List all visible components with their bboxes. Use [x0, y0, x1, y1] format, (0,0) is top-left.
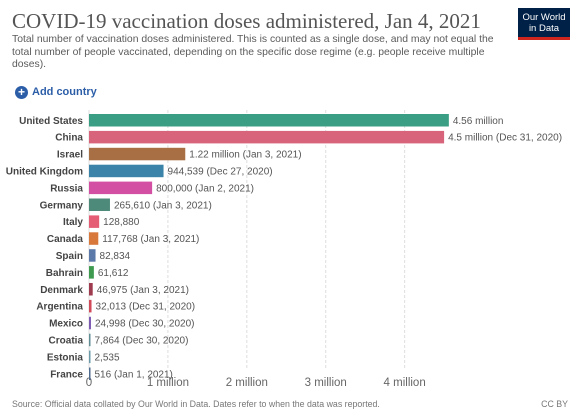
value-label: 2,535: [95, 352, 120, 363]
category-label: Canada: [47, 234, 84, 245]
bar-chart: 0 1 million 2 million 3 million 4 million Uni…: [6, 110, 562, 389]
bar[interactable]: [89, 164, 164, 178]
value-label: 117,768 (Jan 3, 2021): [102, 234, 199, 245]
bar[interactable]: [89, 350, 91, 364]
bar[interactable]: [89, 147, 186, 161]
bar[interactable]: [89, 283, 93, 296]
value-label: 800,000 (Jan 2, 2021): [156, 183, 254, 194]
category-label: Germany: [40, 200, 84, 211]
chart-title: COVID-19 vaccination doses administered,…: [12, 9, 481, 33]
x-tick-label: 0: [86, 377, 92, 389]
value-label: 24,998 (Dec 30, 2020): [95, 319, 195, 330]
category-label: United Kingdom: [6, 166, 83, 177]
value-label: 32,013 (Dec 31, 2020): [96, 302, 196, 313]
category-label: China: [55, 133, 83, 144]
bar[interactable]: [89, 333, 91, 347]
x-tick-label: 3 million: [305, 377, 347, 389]
bar[interactable]: [89, 367, 91, 381]
x-tick-label: 2 million: [226, 377, 268, 389]
category-label: Estonia: [47, 352, 84, 363]
category-label: Spain: [56, 251, 83, 262]
bar[interactable]: [89, 181, 153, 195]
logo-line-1: Our World: [522, 12, 566, 23]
bar[interactable]: [89, 198, 110, 212]
logo-line-2: in Data: [528, 23, 560, 34]
owid-logo[interactable]: Our World in Data: [518, 8, 570, 40]
category-label: Bahrain: [46, 268, 83, 279]
value-label: 128,880: [103, 217, 140, 228]
category-label: Italy: [63, 217, 83, 228]
value-label: 516 (Jan 1, 2021): [95, 369, 173, 380]
value-label: 4.56 million: [453, 116, 504, 127]
bar[interactable]: [89, 232, 99, 245]
plus-icon: +: [15, 85, 28, 99]
bar[interactable]: [89, 316, 91, 330]
category-label: Croatia: [49, 335, 84, 346]
value-label: 61,612: [98, 268, 129, 279]
add-country-label: Add country: [32, 86, 97, 98]
chart-subtitle: Total number of vaccination doses admini…: [12, 34, 494, 70]
value-label: 82,834: [100, 251, 131, 262]
value-label: 46,975 (Jan 3, 2021): [97, 285, 189, 296]
value-label: 1.22 million (Jan 3, 2021): [189, 150, 301, 161]
category-label: United States: [19, 116, 83, 127]
category-label: Denmark: [40, 285, 83, 296]
value-label: 944,539 (Dec 27, 2020): [168, 166, 273, 177]
add-country-button[interactable]: + Add country: [15, 84, 97, 100]
category-label: Argentina: [36, 302, 83, 313]
value-label: 7,864 (Dec 30, 2020): [95, 335, 189, 346]
source-note: Source: Official data collated by Our Wo…: [12, 399, 380, 409]
x-tick-label: 1 million: [147, 377, 189, 389]
bar[interactable]: [89, 249, 96, 262]
bar[interactable]: [89, 114, 449, 127]
value-label: 265,610 (Jan 3, 2021): [114, 200, 212, 211]
value-label: 4.5 million (Dec 31, 2020): [448, 133, 562, 144]
x-tick-label: 4 million: [384, 377, 426, 389]
bar[interactable]: [89, 299, 92, 313]
bar[interactable]: [89, 130, 445, 144]
bar[interactable]: [89, 266, 94, 279]
license-link[interactable]: CC BY: [541, 399, 568, 409]
category-label: Israel: [57, 150, 83, 161]
category-label: France: [50, 369, 83, 380]
bar[interactable]: [89, 215, 100, 228]
category-label: Mexico: [49, 319, 83, 330]
category-label: Russia: [50, 183, 83, 194]
